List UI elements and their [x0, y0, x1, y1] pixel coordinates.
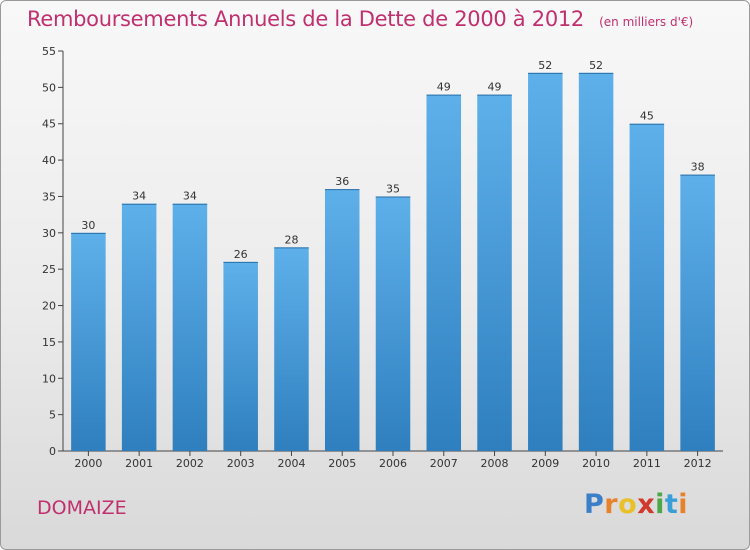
logo-letter: P — [584, 489, 605, 520]
data-label-2008: 49 — [488, 81, 502, 94]
x-tick-label-2002: 2002 — [176, 457, 204, 470]
chart-axes: 0 5 10 15 20 25 30 35 40 45 50 55 2000 2001 2002 2003 20… — [42, 45, 723, 470]
data-label-2003: 26 — [234, 248, 248, 261]
bar-2011 — [629, 123, 665, 452]
bar-2002 — [172, 203, 208, 451]
proxiti-logo: Proxiti — [584, 489, 688, 520]
x-tick-label-2007: 2007 — [430, 457, 458, 470]
x-tick-label-2005: 2005 — [328, 457, 356, 470]
x-tick-label-2003: 2003 — [227, 457, 255, 470]
chart-title: Remboursements Annuels de la Dette de 20… — [27, 7, 584, 31]
data-label-2009: 52 — [538, 59, 552, 72]
data-label-2000: 30 — [81, 219, 95, 232]
x-tick-label-2001: 2001 — [125, 457, 153, 470]
title-block: Remboursements Annuels de la Dette de 20… — [27, 7, 693, 31]
y-tick-label: 55 — [42, 45, 56, 58]
bar-2009 — [528, 72, 563, 452]
chart-unit-label: (en milliers d'€) — [599, 15, 694, 29]
commune-name: DOMAIZE — [37, 497, 127, 519]
bar-2003 — [223, 261, 258, 451]
y-tick-label: 15 — [42, 336, 56, 349]
chart-data-labels: 30 34 34 26 28 36 35 49 49 52 52 45 38 — [81, 59, 704, 261]
data-label-2004: 28 — [284, 233, 298, 246]
logo-letter: x — [637, 489, 656, 520]
data-label-2007: 49 — [437, 81, 451, 94]
x-tick-label-2010: 2010 — [582, 457, 610, 470]
x-tick-label-2008: 2008 — [481, 457, 509, 470]
logo-letter: i — [678, 489, 689, 520]
bar-2005 — [324, 189, 360, 451]
y-tick-label: 20 — [42, 300, 56, 313]
data-label-2010: 52 — [589, 59, 603, 72]
x-tick-label-2004: 2004 — [277, 457, 305, 470]
y-tick-label: 25 — [42, 263, 56, 276]
x-tick-label-2000: 2000 — [74, 457, 102, 470]
y-tick-label: 40 — [42, 154, 56, 167]
data-label-2001: 34 — [132, 190, 146, 203]
bar-2004 — [274, 247, 309, 451]
y-tick-label: 45 — [42, 118, 56, 131]
bar-2001 — [121, 203, 157, 451]
data-label-2012: 38 — [691, 161, 705, 174]
logo-letter: r — [604, 489, 619, 520]
y-tick-label: 50 — [42, 81, 56, 94]
chart-bars — [71, 72, 715, 452]
y-tick-label: 0 — [49, 445, 56, 458]
x-tick-label-2011: 2011 — [633, 457, 661, 470]
logo-letter: o — [618, 489, 638, 520]
y-tick-label: 10 — [42, 372, 56, 385]
y-tick-label: 5 — [49, 409, 56, 422]
bar-2008 — [477, 94, 512, 452]
bar-2000 — [71, 232, 106, 451]
bar-2006 — [375, 196, 411, 451]
data-label-2002: 34 — [183, 190, 197, 203]
y-tick-label: 30 — [42, 227, 56, 240]
bar-2012 — [680, 174, 715, 452]
bar-2007 — [426, 94, 462, 452]
y-tick-label: 35 — [42, 190, 56, 203]
data-label-2011: 45 — [640, 110, 654, 123]
bar-2010 — [578, 72, 614, 452]
x-tick-label-2006: 2006 — [379, 457, 407, 470]
logo-letter: t — [664, 489, 679, 520]
data-label-2006: 35 — [386, 182, 400, 195]
x-tick-label-2012: 2012 — [684, 457, 712, 470]
data-label-2005: 36 — [335, 175, 349, 188]
x-tick-label-2009: 2009 — [531, 457, 559, 470]
logo-letter: i — [655, 489, 665, 520]
